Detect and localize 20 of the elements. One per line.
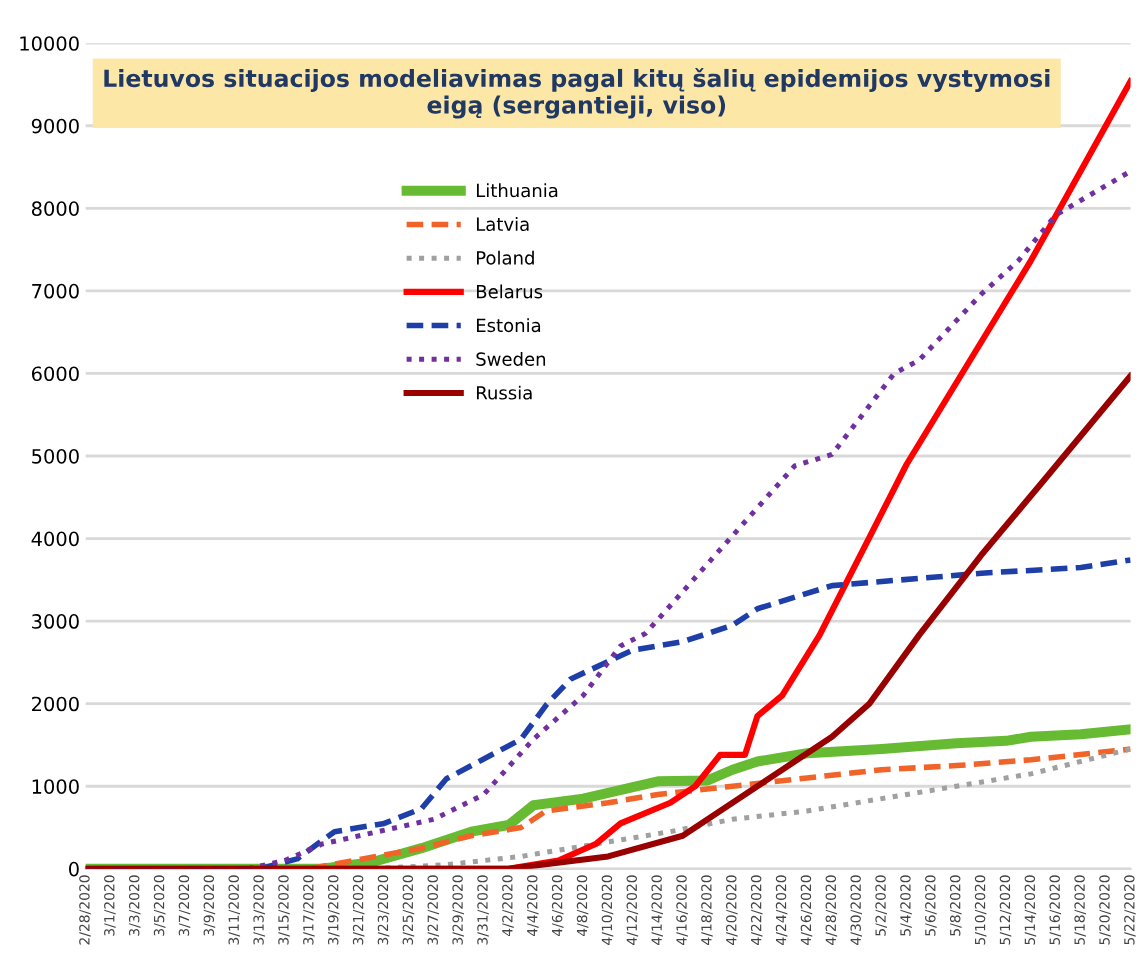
legend-label: Lithuania [476, 183, 558, 198]
text: Lietuvos situacijos modeliavimas pagal kitų šalių epidemijos vystymosi eigą (sergantieji, viso) [104, 67, 1050, 119]
legend-label: Poland [476, 250, 534, 265]
y-tick-label: 10000 [20, 36, 79, 51]
y-tick-label: 0 [69, 861, 79, 877]
y-tick-label: 2000 [32, 696, 79, 712]
y-tick-label: 3000 [32, 614, 79, 629]
y-tick-label: 6000 [31, 366, 79, 382]
y-tick-label: 5000 [32, 448, 79, 464]
legend-label: Belarus [476, 284, 543, 299]
y-tick-label: 4000 [31, 531, 79, 547]
y-tick-label: 1000 [32, 779, 79, 794]
legend-label: Latvia [476, 217, 529, 231]
y-tick-label: 7000 [32, 283, 79, 299]
y-tick-label: 8000 [31, 201, 79, 216]
line-series [85, 372, 1131, 869]
legend-label: Sweden [476, 351, 546, 366]
legend-label: Russia [476, 385, 532, 400]
y-tick-label: 9000 [31, 118, 79, 134]
legend-label: Estonia [476, 318, 541, 333]
